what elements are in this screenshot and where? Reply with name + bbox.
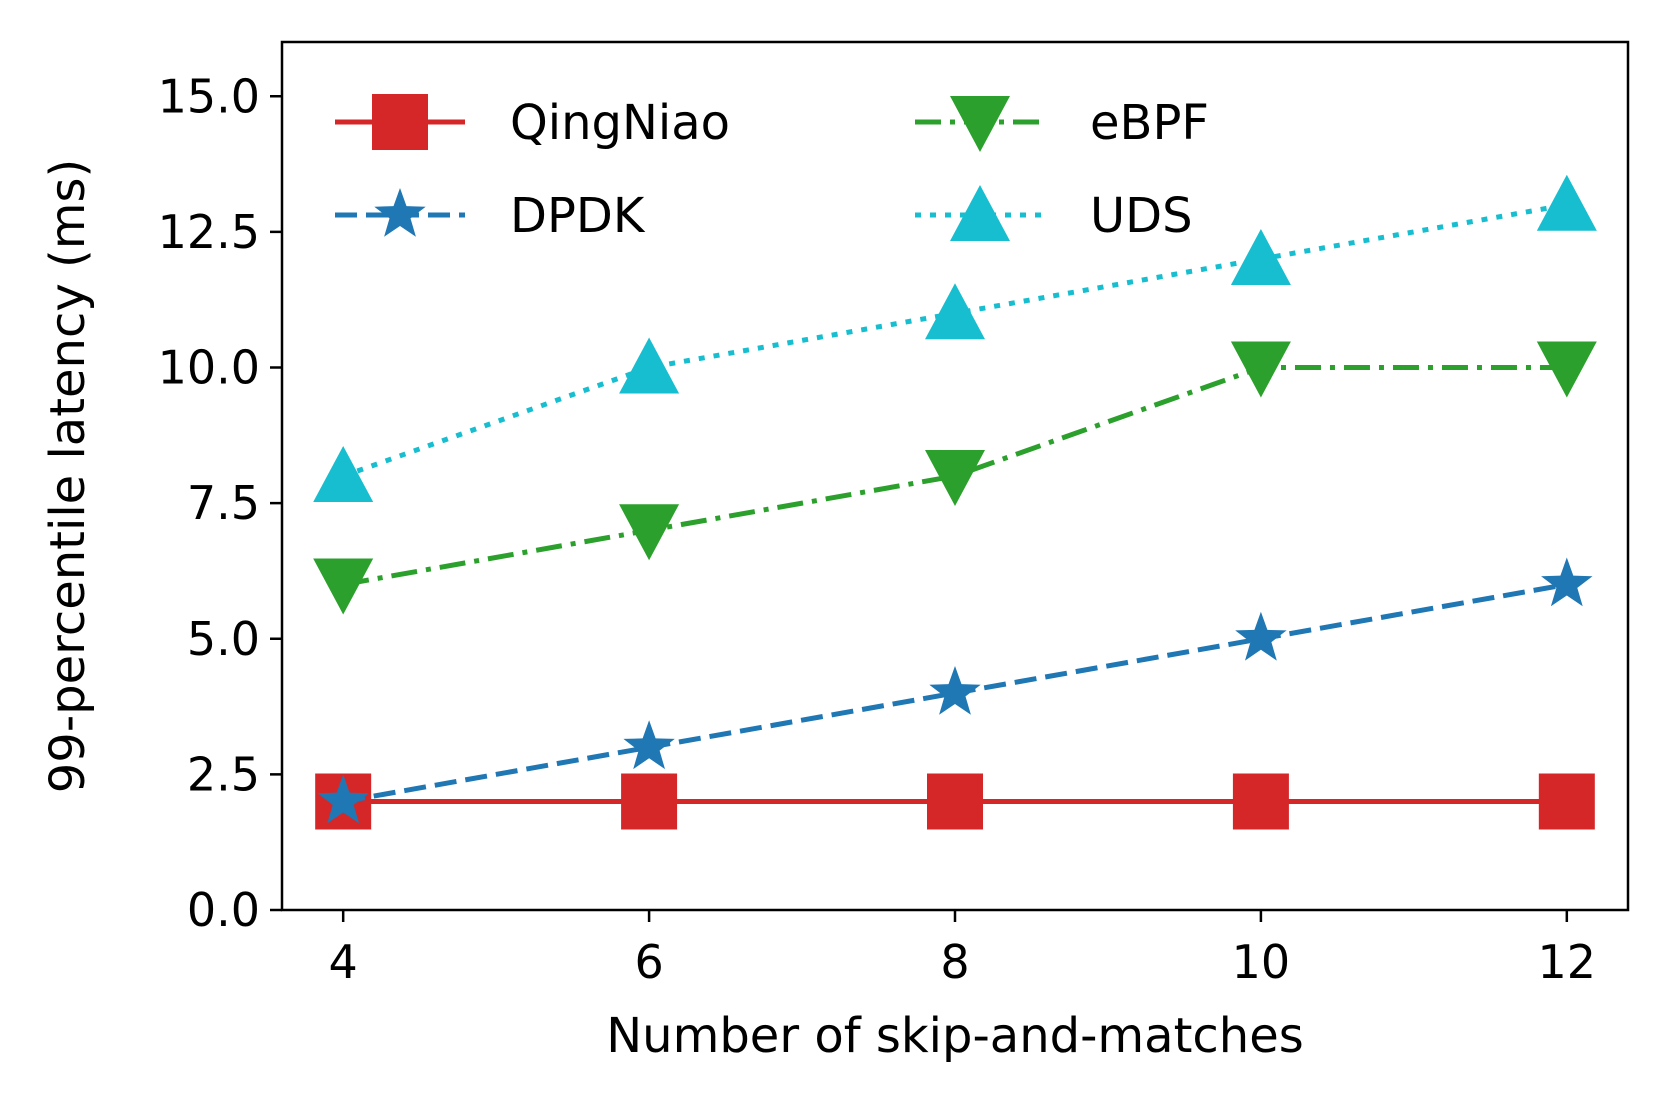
x-tick-label: 8 [940, 935, 969, 989]
legend-label: QingNiao [510, 95, 730, 151]
data-point-uds [1536, 174, 1597, 231]
y-tick-label: 7.5 [187, 476, 260, 530]
data-point-qingniao [1232, 773, 1289, 830]
data-point-uds [313, 446, 374, 502]
y-tick-label: 15.0 [158, 69, 260, 123]
legend-entry-qingniao: QingNiao [335, 94, 730, 151]
data-point-uds [925, 283, 985, 340]
data-point-dpdk [623, 720, 675, 770]
data-point-uds [619, 337, 680, 394]
data-point-ebpf [1230, 341, 1291, 398]
data-point-ebpf [925, 450, 985, 506]
x-tick-label: 6 [634, 935, 663, 989]
legend-label: eBPF [1090, 95, 1209, 151]
series-uds [313, 174, 1597, 502]
legend: QingNiao DPDK eBPF UDS [335, 94, 1209, 244]
legend-marker [372, 94, 428, 150]
data-point-dpdk [1235, 611, 1287, 661]
legend-marker [950, 96, 1010, 152]
legend-label: DPDK [510, 188, 646, 244]
data-point-qingniao [1538, 773, 1595, 830]
data-point-uds [1230, 229, 1291, 285]
x-tick-label: 4 [329, 935, 358, 989]
x-axis-label: Number of skip-and-matches [606, 1008, 1304, 1064]
legend-marker [950, 185, 1010, 241]
series-line-uds [342, 202, 1568, 479]
data-point-qingniao [621, 773, 678, 830]
series-group [313, 174, 1597, 830]
data-point-ebpf [1536, 341, 1597, 398]
x-tick-label: 10 [1232, 935, 1291, 989]
legend-label: UDS [1090, 188, 1193, 244]
series-dpdk [317, 557, 1593, 824]
y-tick-label: 0.0 [187, 883, 260, 937]
legend-entry-dpdk: DPDK [335, 188, 646, 244]
data-point-dpdk [1541, 557, 1593, 607]
data-point-ebpf [619, 504, 680, 561]
legend-entry-ebpf: eBPF [915, 95, 1209, 152]
y-tick-label: 5.0 [187, 612, 260, 666]
series-line-ebpf [342, 365, 1567, 587]
y-tick-label: 12.5 [158, 205, 260, 259]
y-tick-label: 2.5 [187, 747, 260, 801]
axes: 4 6 8 10 12 0.0 2.5 5.0 7.5 10.0 12.5 15.0 [158, 40, 1630, 989]
series-qingniao [315, 773, 1595, 830]
data-point-dpdk [317, 774, 369, 824]
legend-marker [374, 188, 426, 237]
data-point-dpdk [929, 666, 981, 715]
data-point-qingniao [927, 773, 983, 830]
x-tick-label: 12 [1538, 935, 1597, 989]
legend-entry-uds: UDS [915, 185, 1193, 244]
data-point-ebpf [313, 558, 374, 615]
y-axis-label: 99-percentile latency (ms) [40, 159, 96, 794]
series-ebpf [313, 341, 1597, 615]
y-tick-label: 10.0 [158, 341, 260, 395]
